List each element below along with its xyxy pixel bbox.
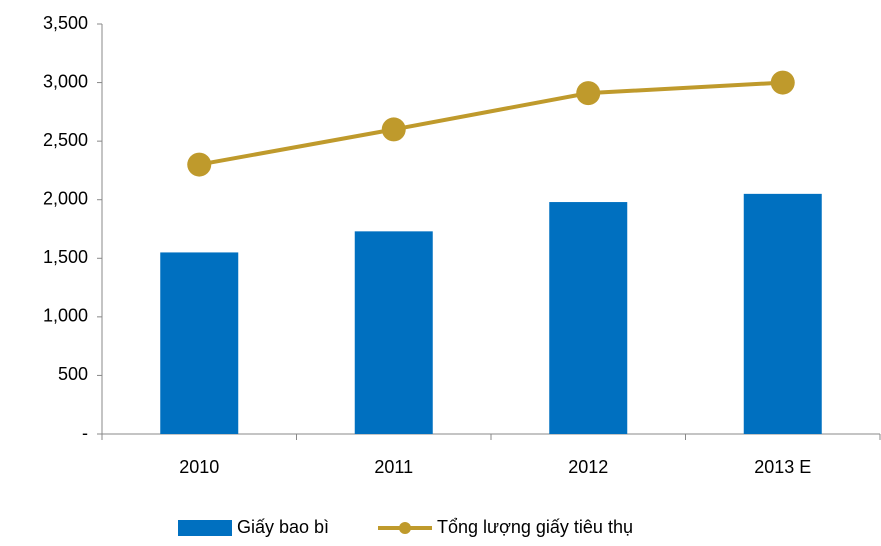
y-tick-label: 3,500 xyxy=(43,13,88,33)
line xyxy=(198,80,783,167)
y-tick-label: 500 xyxy=(58,364,88,384)
bar xyxy=(743,193,822,434)
bar xyxy=(160,252,239,434)
bar xyxy=(354,231,433,434)
line-marker xyxy=(381,117,406,142)
y-tick-label: 1,000 xyxy=(43,306,88,326)
line-marker xyxy=(187,152,212,177)
x-tick-label: 2010 xyxy=(179,457,219,477)
x-tick-label: 2013 E xyxy=(754,457,811,477)
y-tick-label: 1,500 xyxy=(43,247,88,267)
legend-label: Giấy bao bì xyxy=(237,517,329,537)
legend-swatch xyxy=(399,522,411,534)
bar xyxy=(549,202,628,434)
y-tick-label: - xyxy=(82,423,88,443)
legend-label: Tổng lượng giấy tiêu thụ xyxy=(437,517,633,537)
y-tick-label: 3,000 xyxy=(43,71,88,91)
legend-swatch xyxy=(178,520,232,536)
y-tick-label: 2,000 xyxy=(43,188,88,208)
line-marker xyxy=(770,70,795,95)
x-tick-label: 2011 xyxy=(374,457,413,477)
line-marker xyxy=(576,81,601,106)
y-tick-label: 2,500 xyxy=(43,130,88,150)
x-tick-label: 2012 xyxy=(568,457,608,477)
